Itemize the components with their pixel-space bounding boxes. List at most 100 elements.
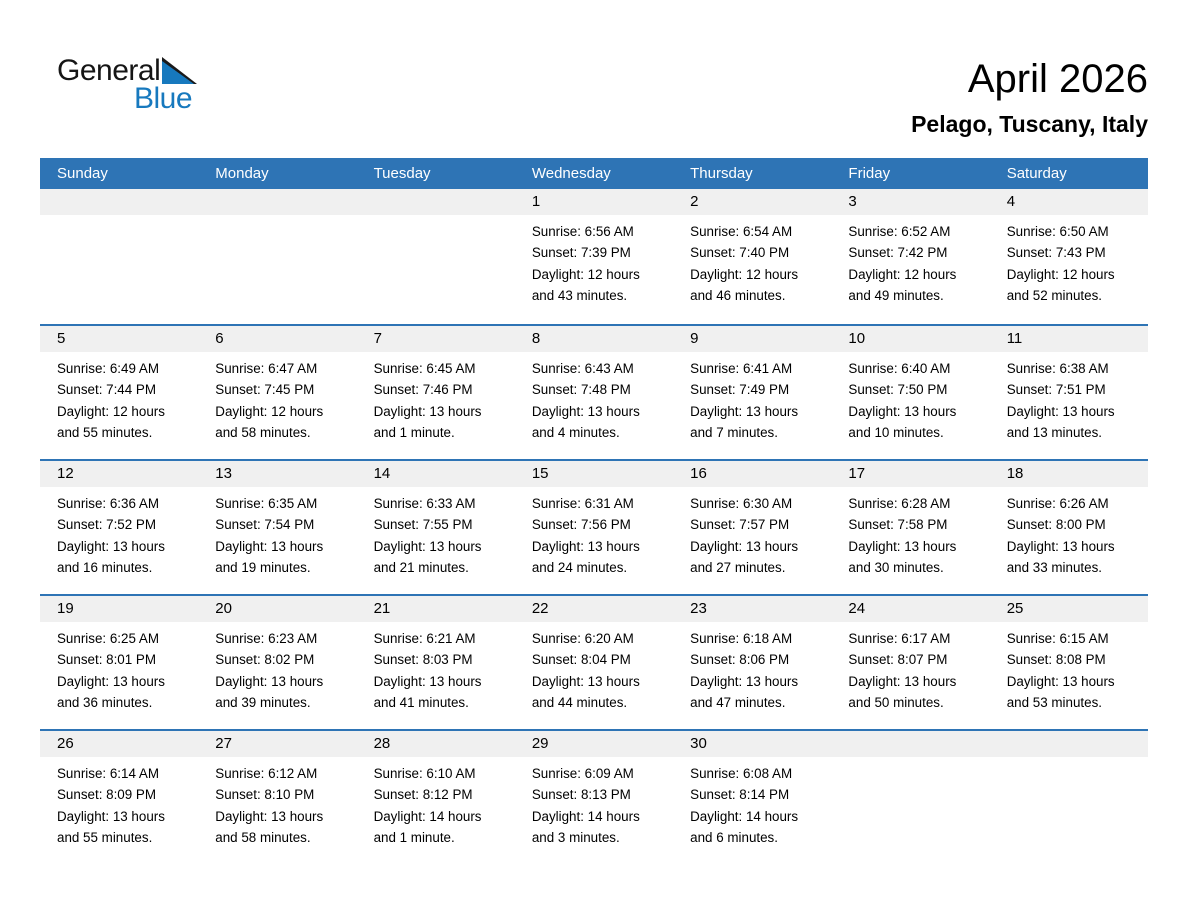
day-cell-text-line: Sunset: 8:13 PM xyxy=(531,787,631,803)
day-number: 17 xyxy=(848,465,866,482)
day-cell-text-line: and 19 minutes. xyxy=(215,560,311,576)
day-cell-text-line: Sunrise: 6:41 AM xyxy=(690,361,793,376)
day-cell-text-line: Sunrise: 6:23 AM xyxy=(215,631,318,646)
day-number: 12 xyxy=(57,465,74,482)
day-cell-text-line: Sunrise: 6:26 AM xyxy=(1006,496,1109,511)
day-cell-text-line: Daylight: 13 hours xyxy=(215,538,324,554)
day-cell-text-line: and 24 minutes. xyxy=(531,560,628,576)
day-cell-text-line: Sunrise: 6:49 AM xyxy=(57,361,159,376)
day-details-row: Sunrise: 6:49 AM Sunset: 7:44 PM Daylight:… xyxy=(40,352,1148,444)
week-row: 1 2 3 4 Sunrise: 6:56 AM Sunset: 7:39 PM Dayli… xyxy=(40,189,1148,324)
day-cell-text-line: Sunset: 7:49 PM xyxy=(690,382,790,398)
day-cell-text-line: Sunrise: 6:52 AM xyxy=(848,224,951,239)
day-cell-text-line: and 1 minute. xyxy=(373,830,455,846)
day-cell-text-line: Sunset: 8:07 PM xyxy=(848,652,948,668)
day-cell-text-line: Daylight: 13 hours xyxy=(57,808,165,824)
day-cell-text-line: Sunset: 7:55 PM xyxy=(373,517,473,533)
day-cell-text-line: and 27 minutes. xyxy=(690,560,786,576)
day-cell-text-line: and 50 minutes. xyxy=(848,695,944,711)
day-cell-text-line: and 43 minutes. xyxy=(531,288,628,304)
empty-cell xyxy=(40,215,198,307)
day-cell-text-line: Daylight: 12 hours xyxy=(848,266,957,282)
week-row: 12 13 14 15 16 17 18 Sunrise: 6:36 AM Sunset: 7:… xyxy=(40,459,1148,594)
day-cell: Sunrise: 6:33 AM Sunset: 7:55 PM Daylight:… xyxy=(357,487,515,579)
day-cell-text-line: and 16 minutes. xyxy=(57,560,153,576)
week-row: 19 20 21 22 23 24 25 Sunrise: 6:25 AM Sunset: 8:… xyxy=(40,594,1148,729)
day-cell: Sunrise: 6:12 AM Sunset: 8:10 PM Daylight:… xyxy=(198,757,356,849)
day-cell-text-line: Sunrise: 6:15 AM xyxy=(1006,631,1109,646)
day-cell-text-line: Daylight: 12 hours xyxy=(531,266,640,282)
day-cell: Sunrise: 6:08 AM Sunset: 8:14 PM Daylight:… xyxy=(673,757,831,849)
day-cell: Sunrise: 6:49 AM Sunset: 7:44 PM Daylight:… xyxy=(40,352,198,444)
calendar-top-header: General Blue April 2026 Pelago, Tuscany,… xyxy=(0,0,1188,158)
weekday-header-monday: Monday xyxy=(215,165,269,182)
logo-triangle-icon xyxy=(162,57,198,88)
day-cell: Sunrise: 6:50 AM Sunset: 7:43 PM Daylight:… xyxy=(990,215,1148,307)
day-cell: Sunrise: 6:28 AM Sunset: 7:58 PM Daylight:… xyxy=(831,487,989,579)
day-number: 21 xyxy=(373,600,391,617)
day-cell-text-line: Sunset: 8:10 PM xyxy=(215,787,315,803)
day-cell-text-line: Daylight: 13 hours xyxy=(1006,403,1115,419)
day-cell-text-line: Sunrise: 6:56 AM xyxy=(531,224,634,239)
day-cell-text-line: Daylight: 13 hours xyxy=(848,538,957,554)
day-cell-text-line: Daylight: 12 hours xyxy=(57,403,165,419)
day-number: 23 xyxy=(690,600,707,617)
day-cell-text-line: Sunset: 7:48 PM xyxy=(531,382,631,398)
day-cell: Sunrise: 6:09 AM Sunset: 8:13 PM Daylight:… xyxy=(515,757,673,849)
day-number: 18 xyxy=(1006,465,1024,482)
day-cell: Sunrise: 6:26 AM Sunset: 8:00 PM Daylight:… xyxy=(990,487,1148,579)
day-cell-text-line: and 36 minutes. xyxy=(57,695,153,711)
day-cell-text-line: and 49 minutes. xyxy=(848,288,944,304)
day-cell: Sunrise: 6:18 AM Sunset: 8:06 PM Daylight:… xyxy=(673,622,831,714)
day-cell-text-line: Daylight: 12 hours xyxy=(215,403,324,419)
day-cell-text-line: Sunrise: 6:17 AM xyxy=(848,631,951,646)
day-cell-text-line: Sunrise: 6:28 AM xyxy=(848,496,951,511)
day-number: 5 xyxy=(57,330,66,347)
day-cell-text-line: Sunset: 8:00 PM xyxy=(1006,517,1106,533)
day-cell: Sunrise: 6:31 AM Sunset: 7:56 PM Daylight:… xyxy=(515,487,673,579)
day-cell-text-line: Sunrise: 6:09 AM xyxy=(531,766,634,781)
day-cell-text-line: Sunset: 8:12 PM xyxy=(373,787,473,803)
day-number-band: 19 20 21 22 23 24 25 xyxy=(40,596,1148,622)
weekday-header-thursday: Thursday xyxy=(690,165,753,182)
day-cell-text-line: Sunrise: 6:12 AM xyxy=(215,766,318,781)
day-cell-text-line: and 53 minutes. xyxy=(1006,695,1102,711)
day-cell-text-line: Sunrise: 6:25 AM xyxy=(57,631,159,646)
day-cell: Sunrise: 6:30 AM Sunset: 7:57 PM Daylight:… xyxy=(673,487,831,579)
day-cell-text-line: Sunset: 7:42 PM xyxy=(848,245,948,261)
day-number: 7 xyxy=(373,330,382,347)
day-number: 29 xyxy=(531,735,549,752)
title-block: April 2026 Pelago, Tuscany, Italy xyxy=(911,56,1148,138)
empty-day-number xyxy=(357,189,515,215)
day-cell: Sunrise: 6:17 AM Sunset: 8:07 PM Daylight:… xyxy=(831,622,989,714)
day-cell: Sunrise: 6:40 AM Sunset: 7:50 PM Daylight:… xyxy=(831,352,989,444)
day-cell-text-line: and 47 minutes. xyxy=(690,695,786,711)
weekday-header-friday: Friday xyxy=(848,165,891,182)
day-cell-text-line: Sunset: 7:56 PM xyxy=(531,517,631,533)
weeks-container: 1 2 3 4 Sunrise: 6:56 AM Sunset: 7:39 PM Dayli… xyxy=(40,189,1148,864)
day-number-band: 5 6 7 8 9 10 11 xyxy=(40,326,1148,352)
day-cell-text-line: Sunset: 7:39 PM xyxy=(531,245,631,261)
day-number-band: 26 27 28 29 30 xyxy=(40,731,1148,757)
day-cell-text-line: Sunrise: 6:20 AM xyxy=(531,631,634,646)
day-cell-text-line: and 55 minutes. xyxy=(57,425,153,441)
day-cell: Sunrise: 6:21 AM Sunset: 8:03 PM Daylight:… xyxy=(357,622,515,714)
weekday-header-wednesday: Wednesday xyxy=(531,165,611,182)
empty-day-number xyxy=(40,189,198,215)
day-number: 9 xyxy=(690,330,699,347)
day-cell: Sunrise: 6:23 AM Sunset: 8:02 PM Daylight:… xyxy=(198,622,356,714)
day-number: 30 xyxy=(690,735,707,752)
day-cell-text-line: and 13 minutes. xyxy=(1006,425,1102,441)
empty-day-number xyxy=(831,731,989,757)
day-cell-text-line: Sunset: 8:01 PM xyxy=(57,652,156,668)
day-cell: Sunrise: 6:10 AM Sunset: 8:12 PM Daylight:… xyxy=(357,757,515,849)
day-cell: Sunrise: 6:38 AM Sunset: 7:51 PM Daylight:… xyxy=(990,352,1148,444)
day-cell-text-line: Daylight: 13 hours xyxy=(373,403,482,419)
day-cell: Sunrise: 6:47 AM Sunset: 7:45 PM Daylight:… xyxy=(198,352,356,444)
day-cell-text-line: Daylight: 13 hours xyxy=(57,538,165,554)
day-cell-text-line: Daylight: 12 hours xyxy=(1006,266,1115,282)
day-cell-text-line: Daylight: 14 hours xyxy=(531,808,640,824)
day-number: 4 xyxy=(1006,193,1016,210)
day-cell-text-line: Sunset: 8:06 PM xyxy=(690,652,790,668)
day-cell: Sunrise: 6:15 AM Sunset: 8:08 PM Daylight:… xyxy=(990,622,1148,714)
